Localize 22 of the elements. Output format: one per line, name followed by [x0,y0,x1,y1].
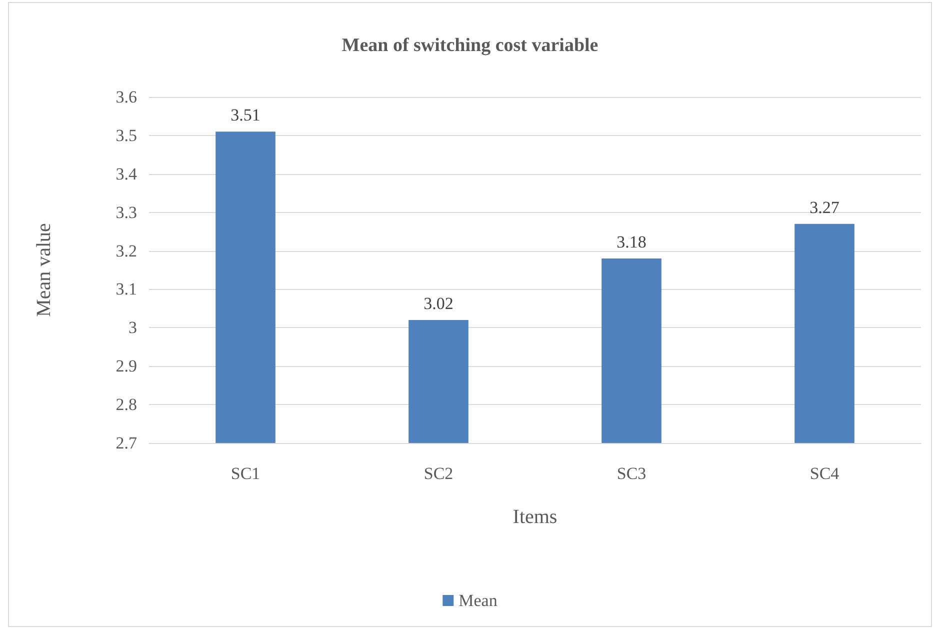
y-tick-label: 3.6 [116,88,137,106]
data-label: 3.51 [230,106,260,125]
y-tick-label: 2.9 [116,356,137,376]
x-axis-title: Items [512,506,558,528]
x-tick-label: SC2 [424,464,454,483]
y-axis-title: Mean value [33,222,55,317]
legend-label: Mean [458,591,498,610]
y-tick-label: 2.7 [116,434,138,452]
y-tick-label: 3.3 [116,202,137,222]
y-tick-label: 3.4 [116,164,138,184]
data-label: 3.02 [424,294,454,313]
y-tick-label: 3.5 [116,126,137,145]
data-label: 3.18 [616,232,646,252]
y-tick-label: 3 [128,318,137,338]
y-tick-label: 3.1 [116,280,137,299]
x-tick-label: SC3 [616,464,646,483]
chart-title: Mean of switching cost variable [342,35,598,56]
x-tick-label: SC1 [230,464,260,483]
data-label: 3.27 [810,198,840,217]
y-tick-label: 2.8 [116,395,137,414]
x-tick-label: SC4 [810,464,840,483]
y-tick-label: 3.2 [116,241,137,260]
